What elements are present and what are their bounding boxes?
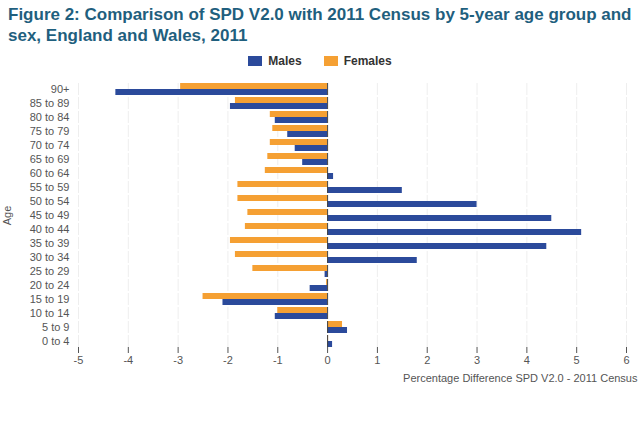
svg-text:Age: Age: [1, 206, 13, 226]
svg-text:5: 5: [574, 354, 580, 366]
svg-text:-4: -4: [123, 354, 133, 366]
html-text:Figure 2: Comparison of SPD V2: Figure 2: Comparison of SPD V2.0 with 20…: [8, 5, 632, 45]
svg-text:0 to 4: 0 to 4: [42, 335, 70, 347]
svg-text:-2: -2: [223, 354, 233, 366]
svg-text:70 to 74: 70 to 74: [30, 139, 70, 151]
svg-text:90+: 90+: [51, 83, 70, 95]
svg-text:4: 4: [524, 354, 530, 366]
svg-text:0: 0: [325, 354, 331, 366]
svg-text:2: 2: [424, 354, 430, 366]
svg-text:35 to 39: 35 to 39: [30, 237, 70, 249]
svg-text:-5: -5: [74, 354, 84, 366]
svg-text:75 to 79: 75 to 79: [30, 125, 70, 137]
svg-text:50 to 54: 50 to 54: [30, 195, 70, 207]
svg-text:30 to 34: 30 to 34: [30, 251, 70, 263]
svg-text:-1: -1: [273, 354, 283, 366]
svg-text:25 to 29: 25 to 29: [30, 265, 70, 277]
svg-text:55 to 59: 55 to 59: [30, 181, 70, 193]
html-text:Females: Females: [343, 54, 392, 68]
svg-text:3: 3: [474, 354, 480, 366]
svg-text:5 to 9: 5 to 9: [42, 321, 70, 333]
svg-text:Percentage Difference SPD V2.0: Percentage Difference SPD V2.0 - 2011 Ce…: [403, 372, 638, 384]
svg-text:40 to 44: 40 to 44: [30, 223, 70, 235]
svg-text:85 to 89: 85 to 89: [30, 97, 70, 109]
svg-text:15 to 19: 15 to 19: [30, 293, 70, 305]
svg-text:45 to 49: 45 to 49: [30, 209, 70, 221]
svg-text:1: 1: [374, 354, 380, 366]
svg-text:65 to 69: 65 to 69: [30, 153, 70, 165]
svg-text:-3: -3: [173, 354, 183, 366]
svg-text:20 to 24: 20 to 24: [30, 279, 70, 291]
svg-text:80 to 84: 80 to 84: [30, 111, 70, 123]
svg-text:10 to 14: 10 to 14: [30, 307, 70, 319]
svg-text:6: 6: [623, 354, 629, 366]
svg-text:60 to 64: 60 to 64: [30, 167, 70, 179]
html-text:Males: Males: [268, 54, 302, 68]
